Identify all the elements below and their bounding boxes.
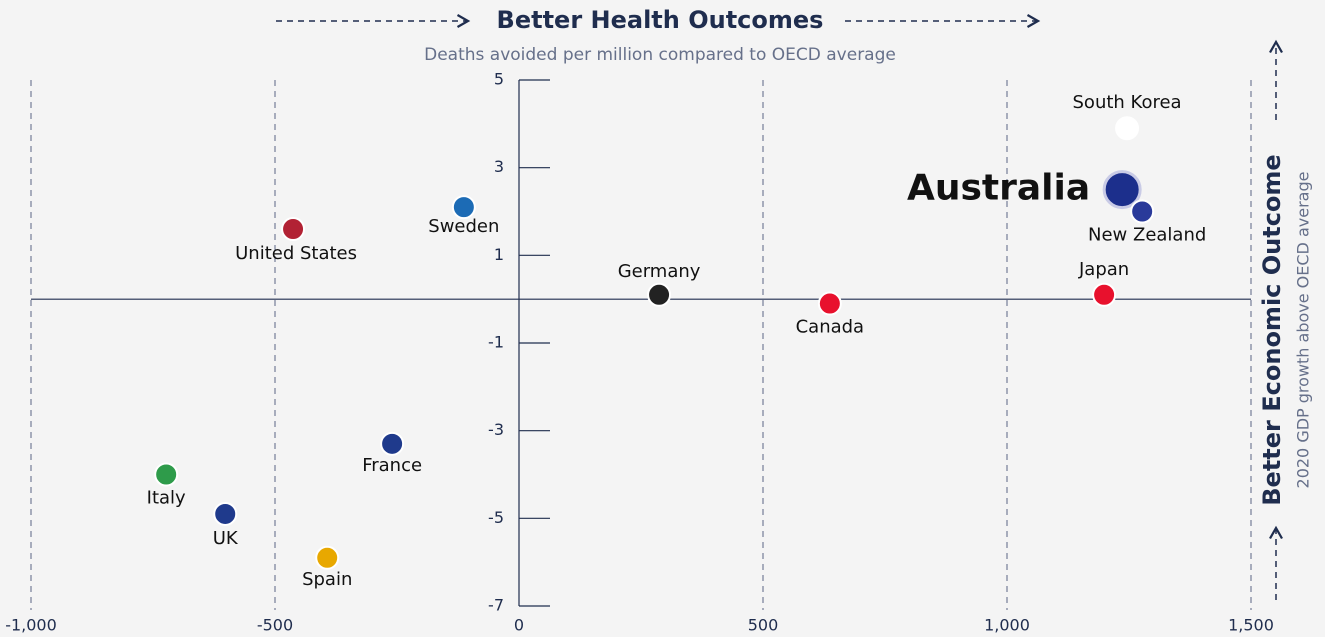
x-tick-label: 1,500 bbox=[1228, 616, 1274, 635]
point-label: UK bbox=[213, 528, 239, 549]
point bbox=[647, 282, 672, 307]
y-tick-label: 1 bbox=[494, 245, 504, 264]
y-tick-label: -1 bbox=[488, 333, 504, 352]
point bbox=[213, 501, 238, 526]
point-label: Canada bbox=[796, 317, 865, 338]
point-label: Italy bbox=[147, 488, 186, 509]
x-tick-label: -1,000 bbox=[5, 616, 57, 635]
chart-title: Better Health Outcomes bbox=[497, 6, 824, 34]
x-tick-label: 500 bbox=[748, 616, 779, 635]
point-label: New Zealand bbox=[1088, 225, 1206, 246]
point bbox=[451, 195, 476, 220]
point bbox=[1102, 170, 1142, 210]
y-tick-label: 5 bbox=[494, 70, 504, 89]
point-label: France bbox=[362, 455, 422, 476]
point-label: Spain bbox=[302, 569, 352, 590]
x-tick-label: 1,000 bbox=[984, 616, 1030, 635]
point bbox=[1092, 282, 1117, 307]
point-label: United States bbox=[235, 243, 357, 264]
point bbox=[1130, 199, 1155, 224]
y-tick-label: 3 bbox=[494, 157, 504, 176]
y-tick-label: -7 bbox=[488, 596, 504, 615]
y-axis-label: Better Economic Outcome bbox=[1258, 154, 1286, 505]
point-label: South Korea bbox=[1073, 92, 1182, 113]
point-label: Germany bbox=[618, 261, 701, 282]
point bbox=[281, 217, 306, 242]
point-label: Australia bbox=[907, 168, 1090, 209]
point bbox=[1115, 116, 1140, 141]
point bbox=[154, 462, 179, 487]
plot-area: -1,000 -500 0 500 1,000 1,500 5 3 1 -1 -3 -5 -7 South… bbox=[5, 70, 1274, 635]
point-label: Sweden bbox=[428, 216, 499, 237]
x-tick-label: 0 bbox=[514, 616, 524, 635]
point-label: Japan bbox=[1078, 259, 1129, 280]
chart-subtitle: Deaths avoided per million compared to O… bbox=[424, 45, 896, 65]
point bbox=[380, 431, 405, 456]
y-tick-label: -5 bbox=[488, 508, 504, 527]
point bbox=[817, 291, 842, 316]
y-tick-label: -3 bbox=[488, 420, 504, 439]
x-tick-label: -500 bbox=[257, 616, 293, 635]
point bbox=[315, 545, 340, 570]
y-axis-sublabel: 2020 GDP growth above OECD average bbox=[1294, 172, 1313, 489]
